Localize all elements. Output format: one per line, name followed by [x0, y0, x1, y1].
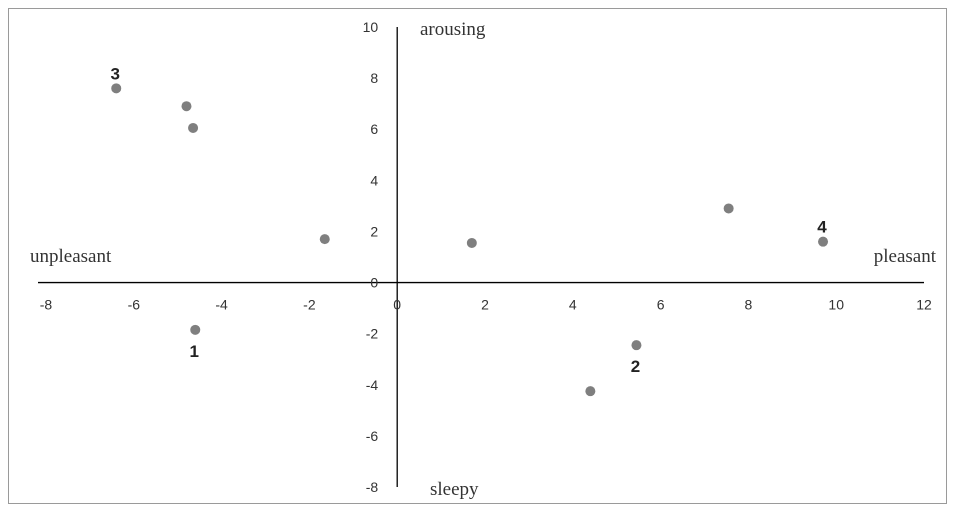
- data-point: [585, 386, 596, 397]
- x-tick-label: 10: [828, 297, 844, 313]
- axis-words: arousing sleepy unpleasant pleasant: [30, 19, 937, 500]
- y-tick-label: 8: [370, 70, 378, 86]
- y-tick-label: 4: [370, 172, 378, 188]
- axis-label-right: pleasant: [874, 246, 937, 267]
- y-tick-label: -8: [366, 479, 379, 495]
- axis-label-top: arousing: [420, 19, 486, 40]
- x-tick-label: 4: [569, 297, 577, 313]
- y-tick-label: -6: [366, 428, 379, 444]
- y-tick-label: -2: [366, 326, 379, 342]
- axis-label-left: unpleasant: [30, 246, 112, 267]
- x-tick-label: -8: [40, 297, 53, 313]
- data-point: [466, 237, 477, 248]
- point-labels: 3 1 2 4: [111, 64, 828, 376]
- point-label: 1: [190, 342, 199, 361]
- data-points: [111, 83, 829, 397]
- point-label: 2: [631, 357, 640, 376]
- point-label: 4: [817, 218, 827, 237]
- data-point: [111, 83, 122, 94]
- y-tick-label: 10: [363, 19, 379, 35]
- y-tick-label: 0: [370, 275, 378, 291]
- x-tick-label: 8: [745, 297, 753, 313]
- x-tick-label: 6: [657, 297, 665, 313]
- y-tick-label: 6: [370, 121, 378, 137]
- data-point: [181, 101, 192, 112]
- data-point: [723, 203, 734, 214]
- x-tick-label: -4: [215, 297, 228, 313]
- data-point: [631, 340, 642, 351]
- axis-label-bottom: sleepy: [430, 479, 479, 500]
- y-tick-label: -4: [366, 377, 379, 393]
- data-point: [319, 234, 330, 245]
- data-point: [818, 236, 829, 247]
- x-tick-label: 0: [393, 297, 401, 313]
- x-tick-label: -2: [303, 297, 316, 313]
- data-point: [188, 122, 199, 133]
- x-tick-label: 12: [916, 297, 932, 313]
- y-tick-labels: -8 -6 -4 -2 0 2 4 6 8 10: [363, 19, 379, 495]
- axes: [38, 27, 924, 487]
- x-tick-labels: -8 -6 -4 -2 0 2 4 6 8 10 12: [40, 297, 932, 313]
- x-tick-label: 2: [481, 297, 489, 313]
- y-tick-label: 2: [370, 223, 378, 239]
- x-tick-label: -6: [128, 297, 141, 313]
- chart-frame: [8, 8, 947, 504]
- point-label: 3: [111, 64, 120, 83]
- data-point: [190, 324, 201, 335]
